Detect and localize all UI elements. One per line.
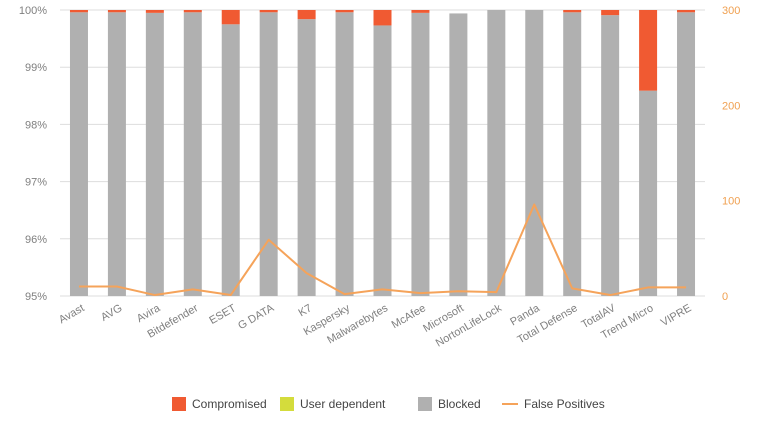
bar-compromised <box>297 10 316 20</box>
left-tick-label: 97% <box>25 177 47 189</box>
right-axis: 0 100 200 300 <box>722 5 740 303</box>
bar-blocked <box>449 13 468 296</box>
bar-blocked <box>601 15 620 296</box>
false-positives-polyline <box>78 203 687 297</box>
legend-swatch <box>280 397 294 411</box>
bar-blocked <box>145 12 164 297</box>
bar-blocked <box>487 10 506 296</box>
bar-blocked <box>335 12 354 297</box>
legend-label: Compromised <box>192 397 267 411</box>
bar-compromised <box>259 10 278 13</box>
bar-compromised <box>373 10 392 26</box>
bar-blocked <box>183 12 202 297</box>
bar-compromised <box>183 10 202 13</box>
right-tick-label: 300 <box>722 5 740 17</box>
bar-compromised <box>221 10 240 25</box>
bar-blocked <box>639 90 658 296</box>
x-tick-label: VIPRE <box>659 302 694 329</box>
x-tick-label: ESET <box>207 302 238 327</box>
bar-compromised <box>677 10 696 13</box>
bar-compromised <box>145 10 164 13</box>
false-positives-line <box>78 203 687 297</box>
right-tick-label: 200 <box>722 100 740 112</box>
bar-blocked <box>411 12 430 297</box>
bar-blocked <box>297 19 316 296</box>
bar-compromised <box>335 10 354 13</box>
bar-blocked <box>69 12 88 297</box>
bar-blocked <box>373 25 392 296</box>
bar-compromised <box>107 10 126 13</box>
legend-swatch <box>172 397 186 411</box>
x-tick-label: NortonLifeLock <box>434 302 505 350</box>
legend-label: User dependent <box>300 397 386 411</box>
bar-compromised <box>563 10 582 13</box>
left-tick-label: 96% <box>25 234 47 246</box>
left-tick-label: 95% <box>25 291 47 303</box>
bar-blocked <box>563 12 582 297</box>
bar-blocked <box>677 12 696 297</box>
right-tick-label: 0 <box>722 291 728 303</box>
bar-blocked <box>259 12 278 297</box>
legend-label: False Positives <box>524 397 605 411</box>
bar-blocked <box>525 10 544 296</box>
x-tick-label: K7 <box>296 302 314 319</box>
bar-blocked <box>107 12 126 297</box>
x-tick-label: G DATA <box>236 302 277 332</box>
bar-compromised <box>69 10 88 13</box>
bar-compromised <box>601 10 620 16</box>
right-tick-label: 100 <box>722 196 740 208</box>
legend-label: Blocked <box>438 397 481 411</box>
bar-compromised <box>639 10 658 91</box>
bar-compromised <box>411 10 430 13</box>
bar-blocked <box>221 24 240 297</box>
legend: Compromised User dependent Blocked False Po… <box>172 397 605 411</box>
left-axis: 95% 96% 97% 98% 99% 100% <box>19 5 47 303</box>
left-tick-label: 98% <box>25 119 47 131</box>
left-tick-label: 99% <box>25 62 47 74</box>
x-tick-label: Avast <box>57 302 87 326</box>
left-tick-label: 100% <box>19 5 47 17</box>
legend-swatch <box>418 397 432 411</box>
bars <box>69 10 696 297</box>
x-tick-label: AVG <box>99 302 124 324</box>
